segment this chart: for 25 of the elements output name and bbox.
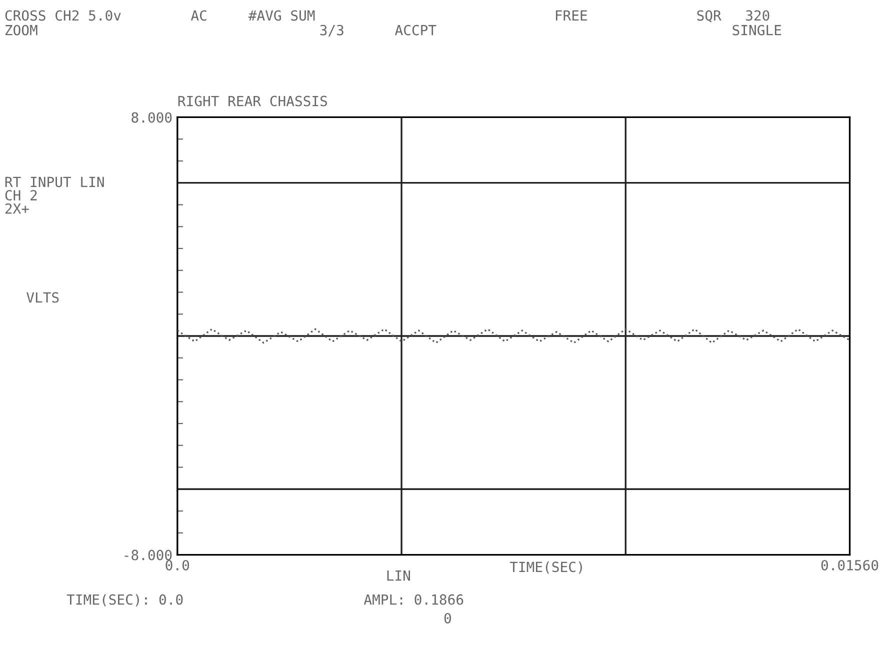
x-tick-label: 0.01560 [821, 560, 878, 570]
text: CROSS CH2 5.0v [5, 10, 121, 21]
y-axis-title: VLTS [26, 292, 59, 303]
text: CH 2 [5, 190, 37, 201]
text: 2X+ [5, 203, 29, 214]
y-tick-label: -8.000 [124, 550, 172, 560]
x-tick-label: 0.0 [166, 560, 190, 570]
text: LIN [387, 570, 410, 581]
text: TIME(SEC): 0.0 [66, 594, 183, 606]
text: ZOOM [5, 24, 38, 36]
text: FREE [556, 10, 587, 21]
x-axis-title: TIME(SEC) [510, 561, 582, 574]
text: RT INPUT LIN [5, 176, 104, 188]
text: 0 [444, 612, 451, 624]
text: SQR [697, 10, 722, 22]
text: AMPL: 0.1866 [364, 594, 464, 605]
text: #AVG SUM [248, 10, 315, 21]
text: SINGLE [732, 24, 782, 36]
line-series [177, 328, 850, 344]
text: 3/3 [320, 24, 344, 36]
text: ACCPT [394, 24, 436, 36]
text: AC [190, 10, 206, 21]
chart-title: RIGHT REAR CHASSIS [178, 96, 327, 106]
y-tick-label: 8.000 [132, 112, 172, 123]
text: 320 [746, 10, 770, 21]
